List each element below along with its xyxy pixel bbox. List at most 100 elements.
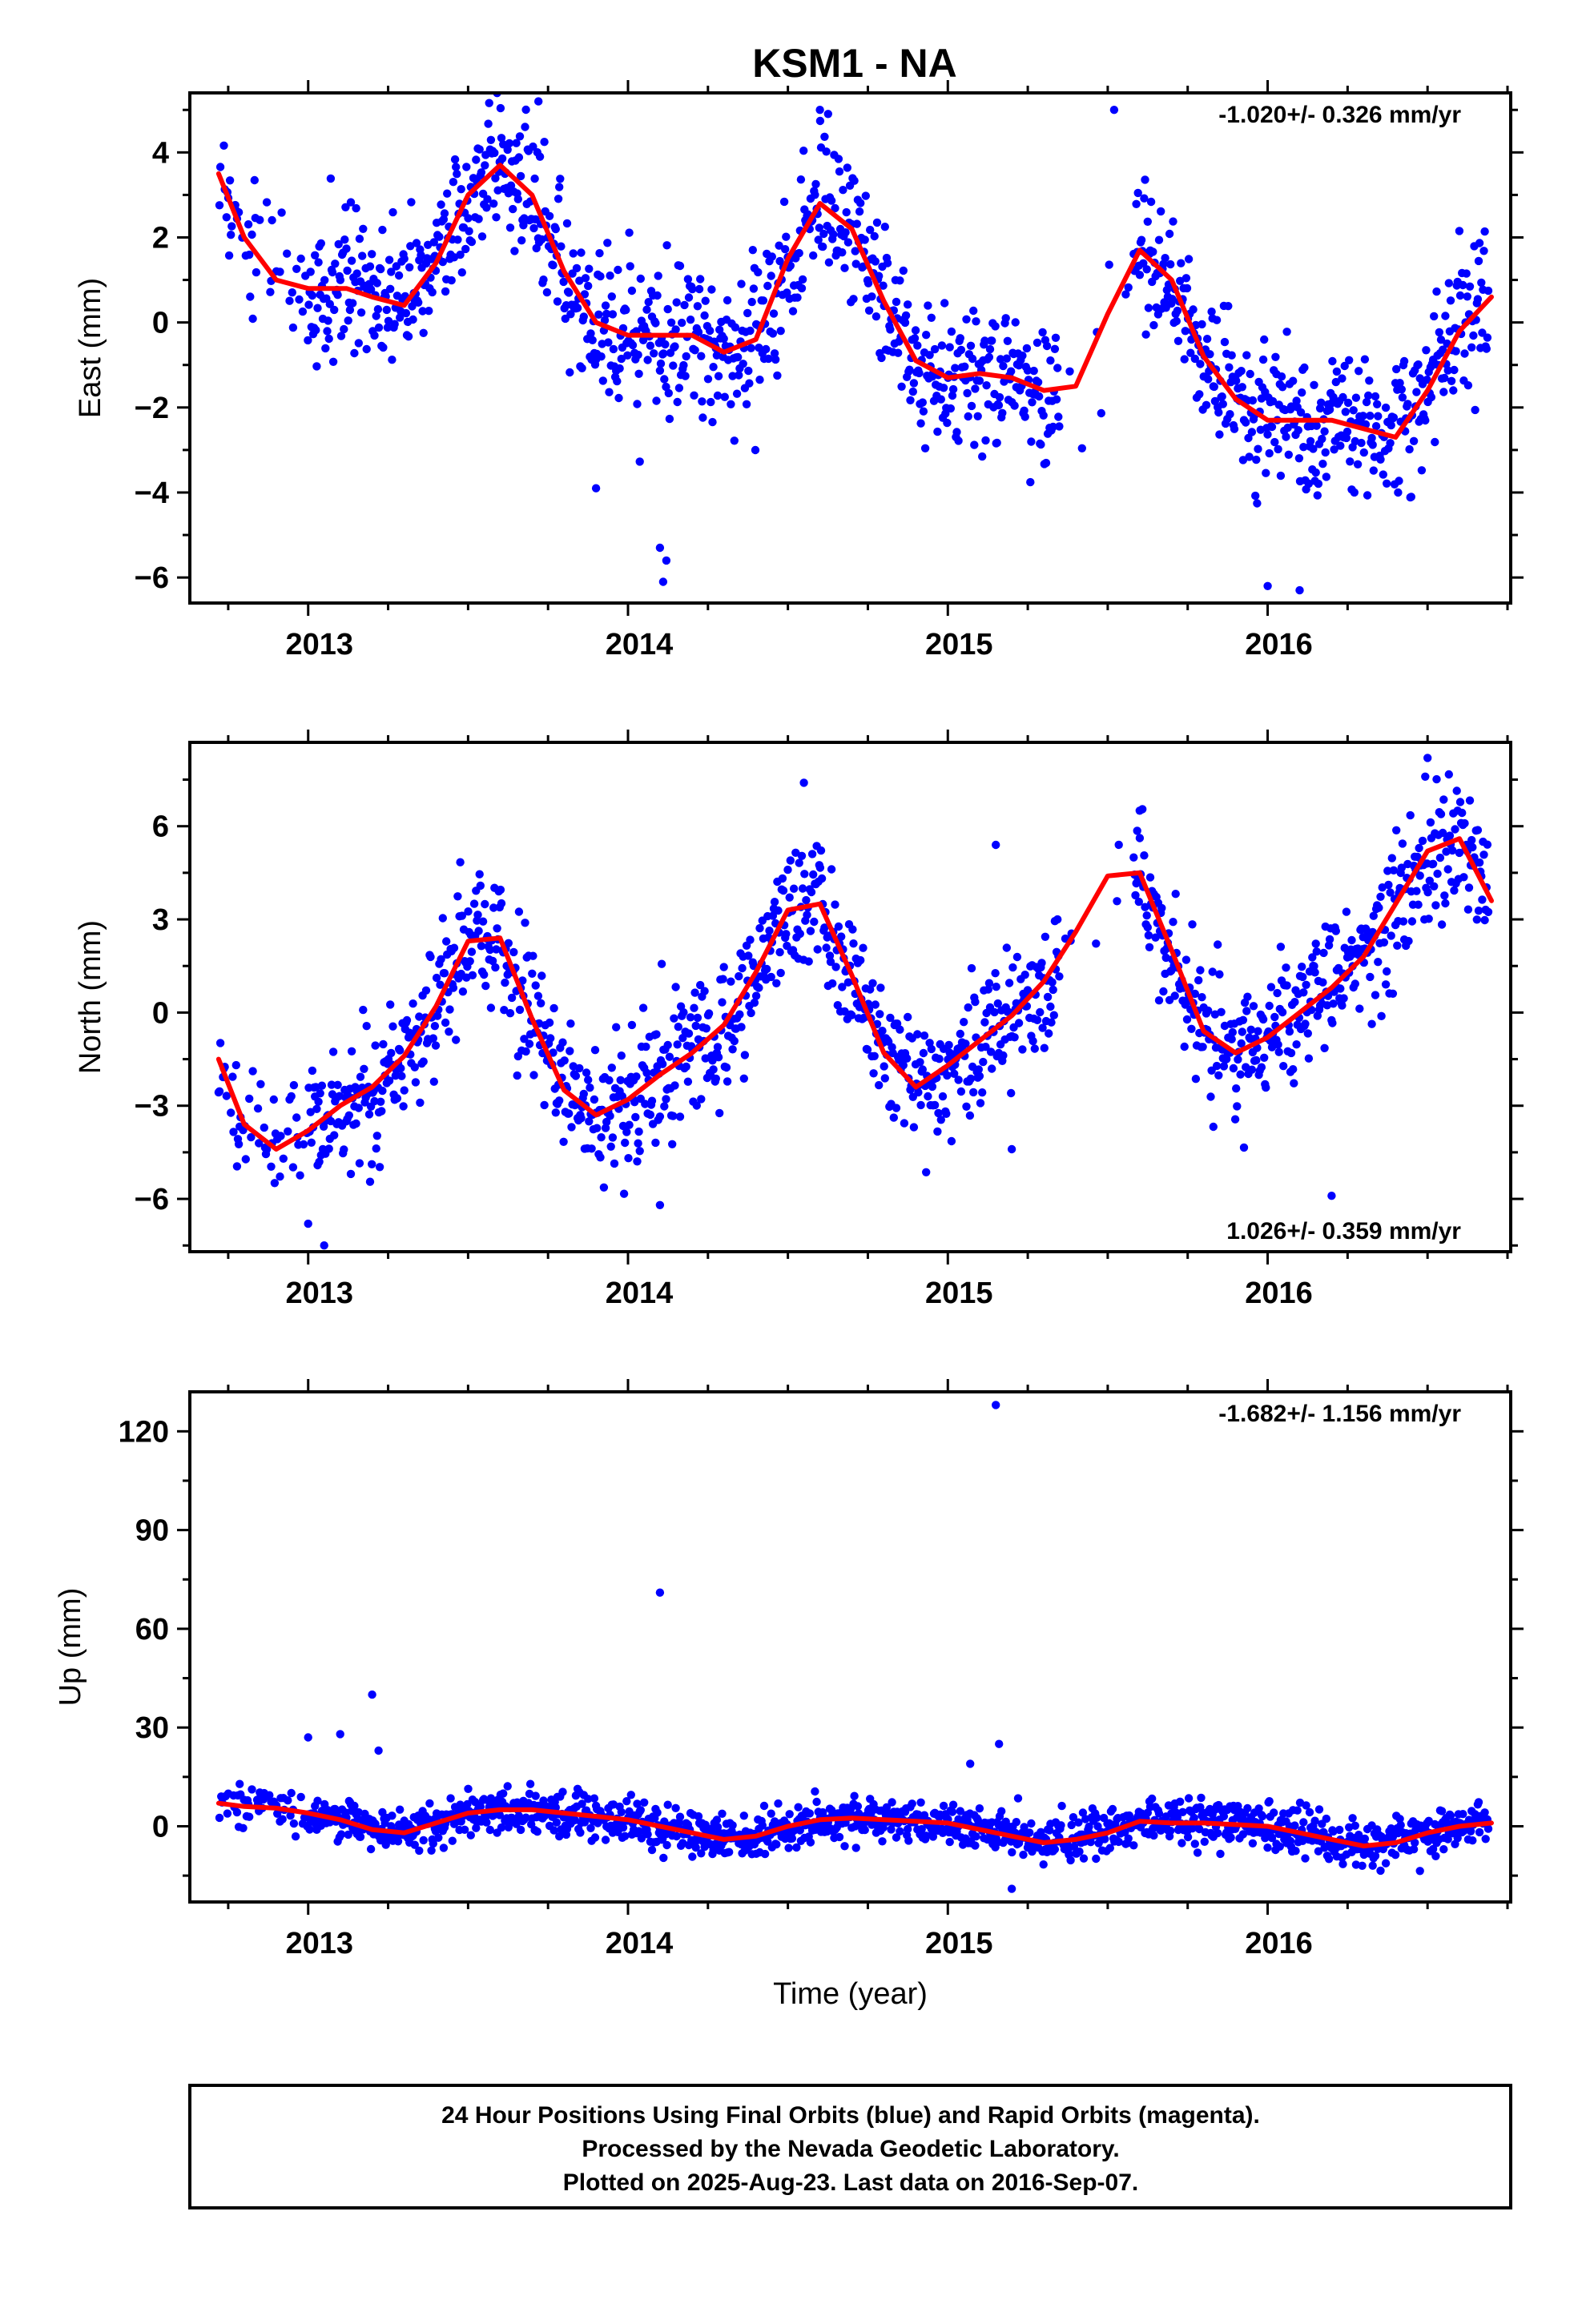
- east-point: [1244, 433, 1253, 443]
- north-point: [1191, 1075, 1201, 1084]
- north-point: [612, 1023, 621, 1031]
- east-xtick-label: 2014: [606, 628, 674, 661]
- north-point: [1392, 826, 1401, 835]
- north-point: [340, 1145, 348, 1154]
- north-point: [723, 1077, 732, 1086]
- up-point: [576, 1828, 585, 1837]
- up-point: [904, 1836, 913, 1845]
- up-point: [434, 1833, 443, 1842]
- up-point: [1012, 1818, 1021, 1827]
- north-point: [670, 1014, 678, 1023]
- north-point: [1209, 1122, 1218, 1132]
- north-point: [549, 1048, 558, 1057]
- east-point: [886, 325, 895, 334]
- east-point: [1046, 356, 1055, 365]
- east-point: [916, 419, 925, 428]
- north-point: [969, 1088, 978, 1097]
- north-outlier-point: [1423, 754, 1432, 762]
- north-ytick-label: 3: [152, 903, 169, 937]
- north-point: [916, 1100, 925, 1110]
- up-point: [1431, 1852, 1440, 1860]
- north-point: [378, 1086, 387, 1096]
- east-point: [1473, 295, 1483, 304]
- east-point: [682, 352, 690, 361]
- up-y-axis-label: Up (mm): [54, 1588, 87, 1707]
- up-point: [1453, 1834, 1462, 1843]
- east-point: [850, 176, 859, 185]
- up-point: [485, 1825, 494, 1835]
- up-point: [636, 1806, 645, 1815]
- north-point: [402, 1015, 412, 1025]
- east-point: [1172, 316, 1181, 326]
- east-point: [450, 155, 460, 164]
- east-point: [472, 155, 481, 164]
- north-point: [715, 1108, 724, 1118]
- north-point: [1290, 998, 1299, 1007]
- east-point: [838, 248, 847, 257]
- north-point: [1435, 853, 1445, 862]
- east-point: [742, 400, 751, 408]
- north-point: [480, 970, 489, 979]
- north-point: [476, 881, 485, 891]
- up-point: [840, 1842, 849, 1851]
- east-point: [1276, 471, 1286, 480]
- north-point: [974, 1065, 984, 1074]
- east-point: [250, 175, 259, 185]
- north-point: [1442, 847, 1451, 856]
- north-point: [409, 999, 417, 1008]
- east-point: [539, 275, 548, 284]
- east-point: [1422, 346, 1431, 355]
- east-point: [822, 147, 831, 156]
- east-point: [1469, 331, 1478, 340]
- up-xtick-label: 2013: [285, 1927, 353, 1960]
- north-point: [709, 1065, 718, 1074]
- up-point: [531, 1791, 540, 1800]
- up-point: [1019, 1850, 1028, 1860]
- east-point: [940, 299, 949, 308]
- east-point: [334, 239, 343, 249]
- north-point: [610, 1159, 619, 1168]
- north-point: [638, 1003, 648, 1012]
- east-point: [457, 268, 466, 277]
- east-point: [943, 418, 952, 428]
- north-point: [531, 981, 540, 990]
- up-point: [1381, 1859, 1391, 1868]
- north-point: [453, 892, 462, 901]
- east-point: [1225, 363, 1234, 372]
- up-outlier-point: [995, 1739, 1004, 1748]
- east-point: [336, 275, 345, 284]
- up-point: [476, 1802, 485, 1811]
- north-point: [354, 1104, 363, 1112]
- east-point: [598, 376, 607, 385]
- east-point: [644, 298, 653, 307]
- north-point: [473, 911, 482, 919]
- north-point: [922, 1168, 931, 1177]
- east-point: [489, 199, 498, 208]
- north-point: [950, 1069, 959, 1079]
- up-outlier-point: [368, 1690, 376, 1699]
- up-point: [672, 1831, 681, 1841]
- east-point: [354, 339, 363, 348]
- north-point: [1425, 876, 1435, 886]
- north-point: [856, 955, 865, 965]
- up-point: [896, 1827, 904, 1835]
- north-point: [722, 1063, 731, 1072]
- east-point: [1033, 378, 1043, 387]
- east-point: [514, 153, 524, 162]
- east-point: [1181, 327, 1190, 336]
- north-point: [822, 943, 831, 952]
- north-point: [1262, 1083, 1270, 1092]
- north-point: [270, 1179, 280, 1188]
- north-point: [719, 975, 727, 983]
- north-point: [1387, 931, 1395, 940]
- up-point: [1129, 1841, 1138, 1850]
- footer-line-1: 24 Hour Positions Using Final Orbits (bl…: [441, 2102, 1260, 2129]
- east-point: [215, 163, 225, 171]
- east-point: [924, 301, 932, 310]
- north-outlier-point: [1007, 1144, 1016, 1154]
- north-point: [768, 911, 778, 920]
- north-point: [328, 1047, 338, 1056]
- north-point: [509, 947, 518, 957]
- east-point: [670, 342, 679, 351]
- east-point: [811, 191, 819, 199]
